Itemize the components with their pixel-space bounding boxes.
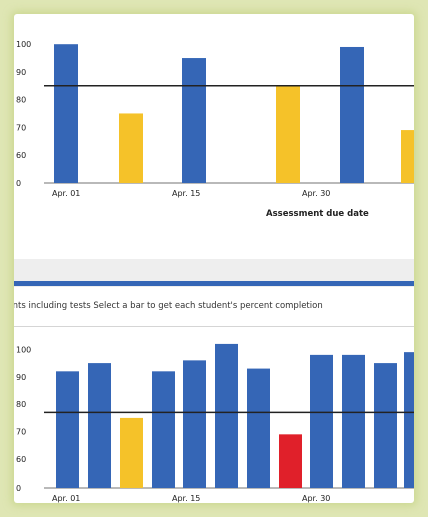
section-divider-line xyxy=(14,281,414,286)
y-tick-label: 60 xyxy=(16,455,26,464)
bar[interactable] xyxy=(183,360,206,488)
chart-panel: 0 60 70 80 90 100 Apr. 01 Apr. 15 Apr. 30 Assessm… xyxy=(14,14,414,503)
bar[interactable] xyxy=(401,130,414,183)
y-tick-label: 100 xyxy=(16,345,31,354)
y-tick-label: 0 xyxy=(16,179,21,188)
y-tick-label: 70 xyxy=(16,428,26,437)
instruction-rule xyxy=(14,326,414,327)
bar[interactable] xyxy=(404,352,414,488)
y-tick-label: 70 xyxy=(16,123,26,132)
bar[interactable] xyxy=(54,44,78,184)
x-tick-label: Apr. 15 xyxy=(172,494,200,503)
y-tick-label: 0 xyxy=(16,484,21,493)
bar[interactable] xyxy=(152,371,175,488)
instruction-text: nents including tests Select a bar to ge… xyxy=(14,301,323,311)
student-completion-chart: 0 60 70 80 90 100 Apr. 01 Apr. 15 Apr. 30 xyxy=(16,343,414,503)
bar[interactable] xyxy=(182,58,206,183)
x-tick-label: Apr. 30 xyxy=(302,189,330,198)
bar[interactable] xyxy=(342,354,365,488)
x-axis-title: Assessment due date xyxy=(266,209,369,219)
x-tick-label: Apr. 01 xyxy=(52,494,80,503)
x-tick-label: Apr. 01 xyxy=(52,189,80,198)
bar[interactable] xyxy=(120,417,143,488)
y-tick-label: 90 xyxy=(16,68,26,77)
bar[interactable] xyxy=(215,343,238,488)
bar[interactable] xyxy=(247,368,270,488)
y-tick-label: 60 xyxy=(16,151,26,160)
bar[interactable] xyxy=(310,354,333,488)
y-tick-label: 80 xyxy=(16,96,26,105)
y-tick-label: 80 xyxy=(16,400,26,409)
bar[interactable] xyxy=(276,85,300,183)
bar[interactable] xyxy=(374,363,397,488)
bar[interactable] xyxy=(88,363,111,488)
bar[interactable] xyxy=(119,113,143,183)
bar[interactable] xyxy=(340,46,364,183)
bar[interactable] xyxy=(279,434,302,488)
x-tick-label: Apr. 30 xyxy=(302,494,330,503)
bar[interactable] xyxy=(56,371,79,488)
x-tick-label: Apr. 15 xyxy=(172,189,200,198)
y-tick-label: 100 xyxy=(16,40,31,49)
assessment-chart-top: 0 60 70 80 90 100 Apr. 01 Apr. 15 Apr. 30 Assessm… xyxy=(16,40,414,219)
y-tick-label: 90 xyxy=(16,373,26,382)
